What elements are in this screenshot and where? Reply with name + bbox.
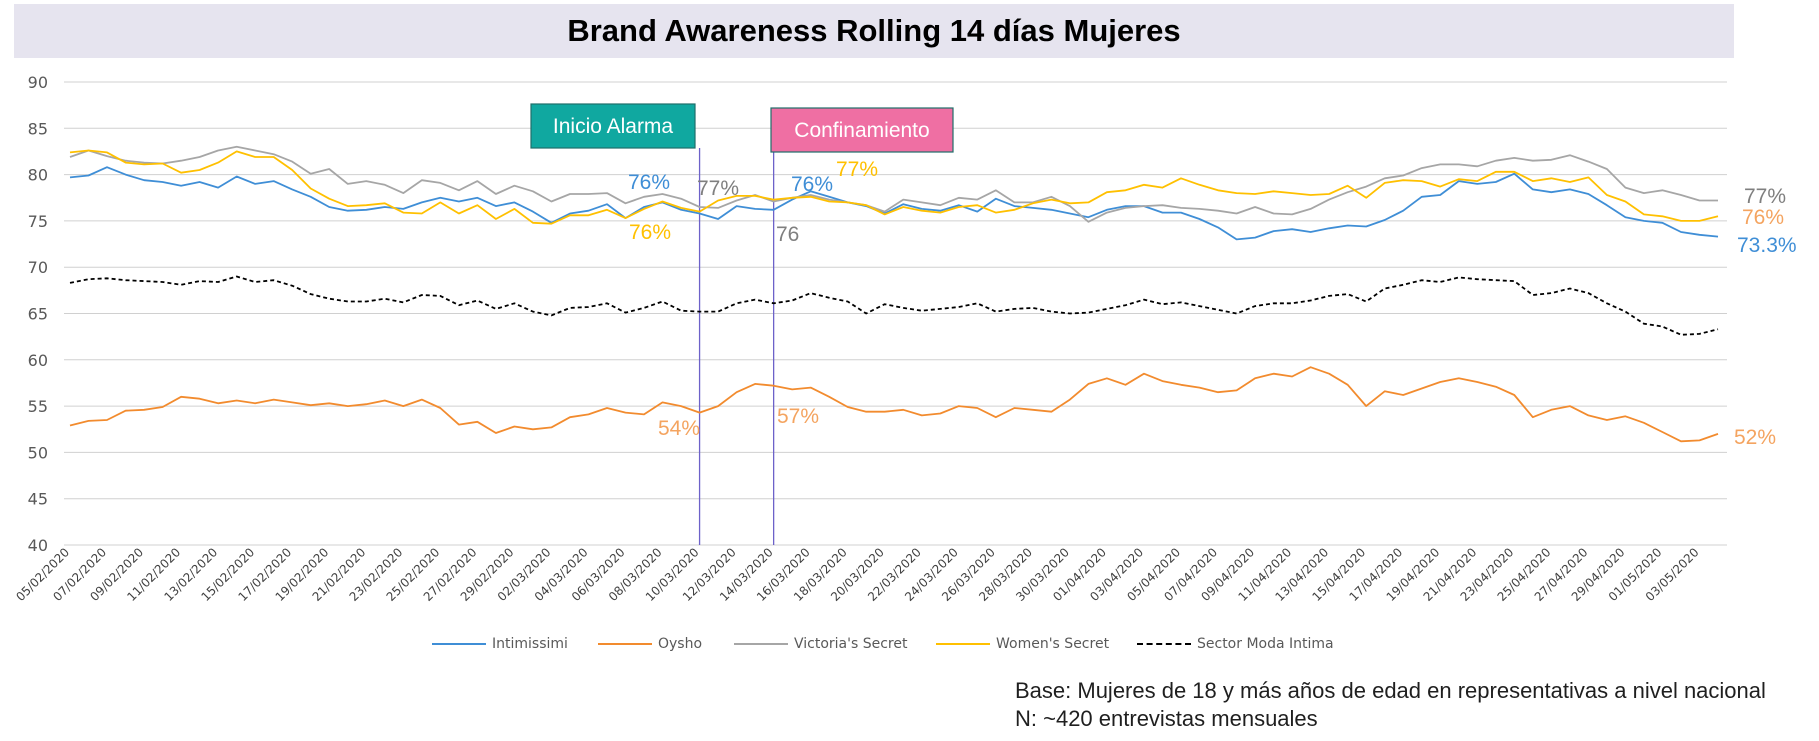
legend-item: Victoria's Secret xyxy=(734,636,907,652)
y-tick-label: 75 xyxy=(28,212,48,231)
y-tick-label: 60 xyxy=(28,351,48,370)
y-tick-label: 80 xyxy=(28,166,48,185)
data-label: 54% xyxy=(658,417,700,440)
data-label: 77% xyxy=(697,177,739,200)
y-tick-label: 70 xyxy=(28,258,48,277)
legend-swatch xyxy=(734,643,788,645)
y-axis: 40 45 50 55 60 65 70 75 80 85 90 xyxy=(28,73,48,555)
data-label: 76 xyxy=(776,223,799,246)
series-line-1 xyxy=(69,366,1719,443)
footnote-base: Base: Mujeres de 18 y más años de edad e… xyxy=(1015,678,1766,703)
legend: Intimissimi Oysho Victoria's Secret Women's… xyxy=(0,636,1819,660)
legend-swatch xyxy=(598,643,652,645)
marker-box xyxy=(770,107,954,153)
event-markers: Inicio Alarma Confinamiento xyxy=(530,103,954,545)
legend-label: Women's Secret xyxy=(996,636,1110,652)
legend-label: Victoria's Secret xyxy=(794,636,908,652)
legend-swatch xyxy=(432,643,486,645)
legend-label: Intimissimi xyxy=(492,636,568,652)
marker-label: Inicio Alarma xyxy=(553,115,674,138)
marker-box xyxy=(530,103,696,149)
marker-label: Confinamiento xyxy=(794,119,929,142)
legend-item: Women's Secret xyxy=(936,636,1109,652)
data-label: 76% xyxy=(791,173,833,196)
series-lines xyxy=(69,145,1719,443)
series-line-2 xyxy=(69,145,1718,223)
title-bar: Brand Awareness Rolling 14 días Mujeres xyxy=(14,4,1734,58)
legend-swatch xyxy=(1137,643,1191,645)
series-line-0 xyxy=(69,166,1719,241)
y-tick-label: 40 xyxy=(28,536,48,555)
data-label: 77% xyxy=(1744,185,1786,208)
data-label: 76% xyxy=(628,171,670,194)
legend-swatch xyxy=(936,643,990,645)
y-tick-label: 50 xyxy=(28,443,48,462)
data-label: 76% xyxy=(1742,206,1784,229)
data-label: 77% xyxy=(836,158,878,181)
legend-item: Oysho xyxy=(598,636,702,652)
legend-item: Intimissimi xyxy=(432,636,568,652)
y-tick-label: 85 xyxy=(28,119,48,138)
y-tick-label: 65 xyxy=(28,305,48,324)
chart-title: Brand Awareness Rolling 14 días Mujeres xyxy=(567,13,1181,48)
y-tick-label: 45 xyxy=(28,490,48,509)
data-label: 76% xyxy=(629,221,671,244)
data-label: 52% xyxy=(1734,426,1776,449)
grid-lines xyxy=(64,81,1727,546)
series-line-3 xyxy=(69,149,1719,225)
y-tick-label: 90 xyxy=(28,73,48,92)
y-tick-label: 55 xyxy=(28,397,48,416)
footnote-n: N: ~420 entrevistas mensuales xyxy=(1015,706,1318,731)
legend-item: Sector Moda Intima xyxy=(1137,636,1334,652)
legend-label: Sector Moda Intima xyxy=(1197,636,1334,652)
series-line-4 xyxy=(69,275,1719,336)
data-label: 57% xyxy=(777,405,819,428)
x-axis: 05/02/202007/02/202009/02/202011/02/2020… xyxy=(13,545,1701,604)
data-label: 73.3% xyxy=(1737,234,1797,257)
legend-label: Oysho xyxy=(658,636,703,652)
